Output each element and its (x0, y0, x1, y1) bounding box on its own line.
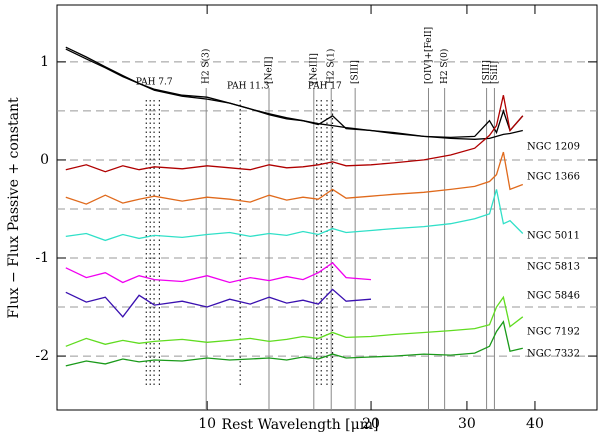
emission-label: [SIII] (482, 60, 492, 84)
emission-label: [NeIII] (309, 53, 319, 84)
series-label: NGC 5011 (527, 231, 580, 242)
spectrum (65, 151, 524, 205)
pah-label: PAH 17 (308, 82, 342, 92)
x-tick-label: 20 (362, 416, 380, 432)
emission-label: [OIV]+[FeII] (424, 27, 434, 84)
series-label: NGC 5813 (527, 262, 580, 273)
emission-label: [NeII] (264, 57, 274, 84)
x-tick-label: 10 (198, 416, 216, 432)
series-label: NGC 7192 (527, 327, 580, 338)
y-tick-label: -1 (35, 250, 49, 266)
series-label: NGC 5846 (527, 291, 580, 302)
emission-label: H2 S(1) (326, 49, 337, 84)
y-tick-label: -2 (35, 348, 49, 364)
spectrum (65, 288, 372, 318)
spectrum (65, 189, 524, 242)
spectrum (65, 320, 523, 367)
spectrum (65, 46, 524, 139)
emission-label: H2 S(0) (439, 49, 450, 84)
x-tick-label: 40 (526, 416, 544, 432)
x-tick-label: 30 (458, 416, 476, 432)
spectrum (65, 95, 524, 173)
emission-label: [SIII] (351, 60, 361, 84)
y-axis-label: Flux − Flux Passive + constant (6, 97, 22, 319)
plot-frame (56, 4, 598, 411)
spectrum (65, 48, 523, 140)
series-label: NGC 1209 (527, 142, 580, 153)
pah-label: PAH 7.7 (136, 78, 173, 88)
spectrum (65, 295, 524, 347)
pah-label: PAH 11.3 (227, 82, 270, 92)
emission-label: H2 S(3) (201, 49, 212, 84)
emission-label: [SiII] (490, 61, 500, 84)
x-axis-label: Rest Wavelength [μm] (222, 417, 379, 433)
series-label: NGC 1366 (527, 172, 580, 183)
y-tick-label: 1 (40, 54, 49, 70)
y-tick-label: 0 (40, 152, 49, 168)
series-label: NGC 7332 (527, 349, 580, 360)
spectrum (65, 262, 372, 284)
